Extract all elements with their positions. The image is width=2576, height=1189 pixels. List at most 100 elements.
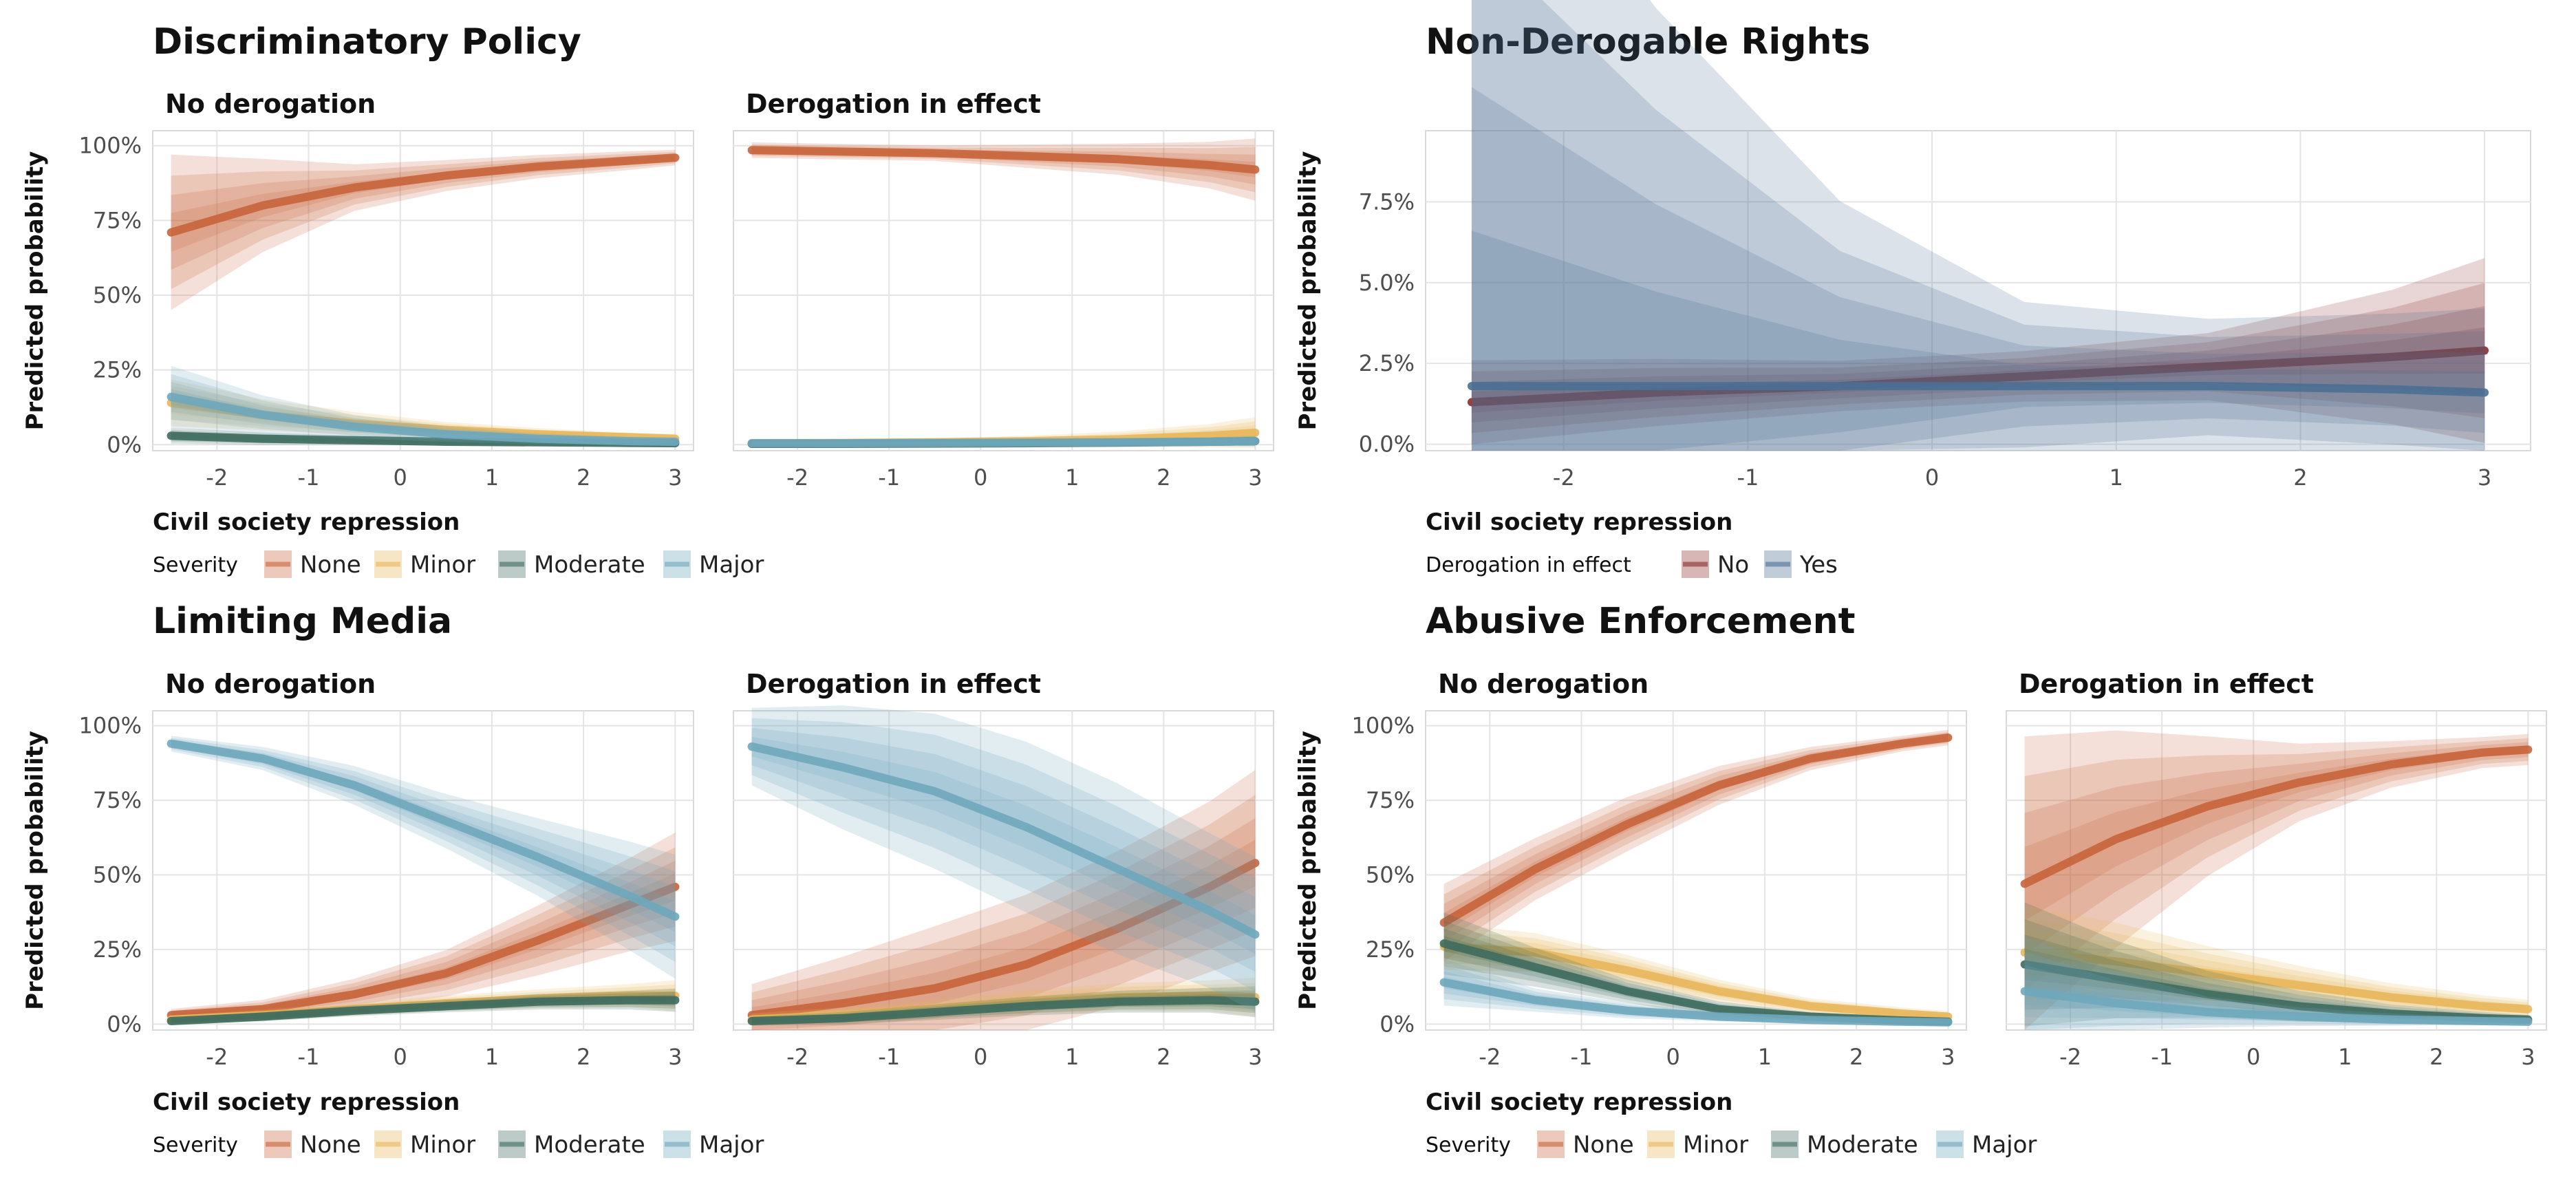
line-none: [167, 153, 680, 237]
legend-title: Severity: [153, 553, 238, 577]
x-tick-label: 1: [1065, 464, 1079, 491]
confidence-band-minor: [171, 379, 676, 444]
series-major: [747, 436, 1260, 448]
chart-limiting-media: Limiting Media No derogation -2 -1 0 1 2 3 0% 25%…: [21, 601, 1274, 1159]
y-tick-label: 5.0%: [1359, 270, 1415, 296]
confidence-band-none: [2024, 738, 2529, 992]
x-tick-label: -1: [1737, 464, 1759, 491]
panel-border: [152, 710, 694, 1031]
facet-label: Derogation in effect: [746, 669, 1041, 699]
y-tick-label: 0%: [107, 1011, 142, 1037]
series-none: [2020, 730, 2533, 1030]
x-tick-label: 1: [1758, 1044, 1772, 1070]
line-moderate: [747, 996, 1260, 1025]
legend-item-moderate: Moderate: [498, 1131, 645, 1159]
legend-item-minor: Minor: [374, 550, 475, 579]
x-tick-label: 2: [1157, 464, 1170, 491]
legend-item-yes: Yes: [1764, 550, 1838, 579]
legend: Severity None Minor Moderate Major: [153, 550, 764, 579]
legend-label: Moderate: [1807, 1131, 1918, 1159]
legend-item-minor: Minor: [1647, 1131, 1748, 1159]
confidence-band-none: [171, 153, 676, 270]
x-tick-label: -2: [206, 464, 228, 491]
legend-label: Moderate: [534, 1131, 645, 1159]
chart-title: Discriminatory Policy: [153, 21, 581, 63]
x-tick-label: 0: [1666, 1044, 1680, 1070]
line-moderate: [167, 996, 680, 1025]
x-tick-label: -2: [1553, 464, 1575, 491]
confidence-band-yes_deriv: [1471, 231, 2485, 451]
line-none: [1439, 733, 1953, 927]
legend-item-none: None: [1537, 1131, 1634, 1159]
confidence-band-major: [171, 374, 676, 444]
confidence-band-minor: [1443, 923, 1949, 1022]
legend-label: Moderate: [534, 551, 645, 579]
chart-abusive-enforcement: Abusive Enforcement No derogation -2 -1 0 1 2 3…: [1294, 601, 2547, 1159]
y-tick-label: 2.5%: [1359, 350, 1415, 376]
series-major: [167, 736, 680, 979]
x-tick-label: 2: [1157, 1044, 1170, 1070]
line-major: [1439, 978, 1953, 1027]
legend-item-moderate: Moderate: [1771, 1131, 1918, 1159]
x-tick-label: 1: [1065, 1044, 1079, 1070]
x-tick-label: 0: [974, 1044, 987, 1070]
x-tick-label: 2: [577, 464, 590, 491]
chart-discriminatory-policy: Discriminatory Policy No derogation -2 -1 0 1…: [21, 21, 1274, 579]
line-major: [167, 392, 680, 446]
confidence-band-yes_deriv: [1471, 0, 2485, 451]
series-major: [747, 705, 1260, 1012]
x-tick-label: 2: [2293, 464, 2307, 491]
line-yes_deriv: [1467, 382, 2489, 397]
facet-label: No derogation: [1438, 669, 1649, 699]
confidence-band-minor: [2024, 906, 2529, 1019]
facet-label: No derogation: [165, 669, 376, 699]
y-tick-label: 50%: [93, 282, 142, 308]
confidence-band-moderate: [2024, 902, 2529, 1027]
legend-label: Major: [699, 551, 764, 579]
confidence-band-none: [751, 769, 1256, 1030]
confidence-band-yes_deriv: [1471, 87, 2485, 451]
panel-border: [733, 710, 1274, 1031]
legend-label: Minor: [1683, 1131, 1748, 1159]
facet-label: No derogation: [165, 89, 376, 119]
x-tick-label: 1: [2110, 464, 2123, 491]
y-tick-label: 25%: [93, 936, 142, 963]
series-minor: [1439, 923, 1953, 1022]
legend-label: Yes: [1799, 551, 1838, 579]
line-major: [2020, 987, 2533, 1026]
confidence-band-moderate: [2024, 934, 2529, 1022]
line-none: [747, 859, 1260, 1020]
series-none: [167, 832, 680, 1022]
confidence-band-none: [751, 795, 1256, 1030]
legend-label: Minor: [410, 1131, 475, 1159]
confidence-band-none: [171, 847, 676, 1020]
y-tick-label: 50%: [93, 862, 142, 888]
x-tick-label: 2: [1849, 1044, 1863, 1070]
confidence-band-major: [171, 738, 676, 963]
x-axis-label: Civil society repression: [153, 1089, 460, 1116]
x-tick-label: -2: [2059, 1044, 2081, 1070]
x-axis-label: Civil society repression: [1426, 508, 1732, 536]
facet-label: Derogation in effect: [746, 89, 1041, 119]
x-tick-label: -2: [1479, 1044, 1501, 1070]
x-tick-label: 0: [394, 464, 407, 491]
x-tick-label: 2: [2429, 1044, 2443, 1070]
facet-panel: Derogation in effect -2 -1 0 1 2 3: [733, 669, 1274, 1070]
series-none: [1439, 729, 1953, 962]
legend-label: None: [300, 1131, 361, 1159]
x-tick-label: -2: [786, 1044, 808, 1070]
confidence-band-none: [2024, 742, 2529, 955]
y-tick-label: 75%: [93, 207, 142, 233]
confidence-band-major: [2024, 977, 2529, 1022]
y-tick-label: 25%: [1366, 936, 1415, 963]
confidence-band-minor: [2024, 941, 2529, 1011]
series-none: [747, 138, 1260, 201]
legend-label: Minor: [410, 551, 475, 579]
x-tick-label: 2: [577, 1044, 590, 1070]
legend: Severity None Minor Moderate Major: [1426, 1131, 2037, 1159]
y-axis-label: Predicted probability: [21, 731, 49, 1010]
legend-title: Derogation in effect: [1426, 553, 1631, 577]
chart-non-derogable-rights: Non-Derogable Rights -2 -1 0 1 2 3 0.0% 2.5% 5.0%…: [1294, 0, 2531, 579]
x-tick-label: 0: [2246, 1044, 2260, 1070]
line-no_deriv: [1467, 346, 2489, 407]
